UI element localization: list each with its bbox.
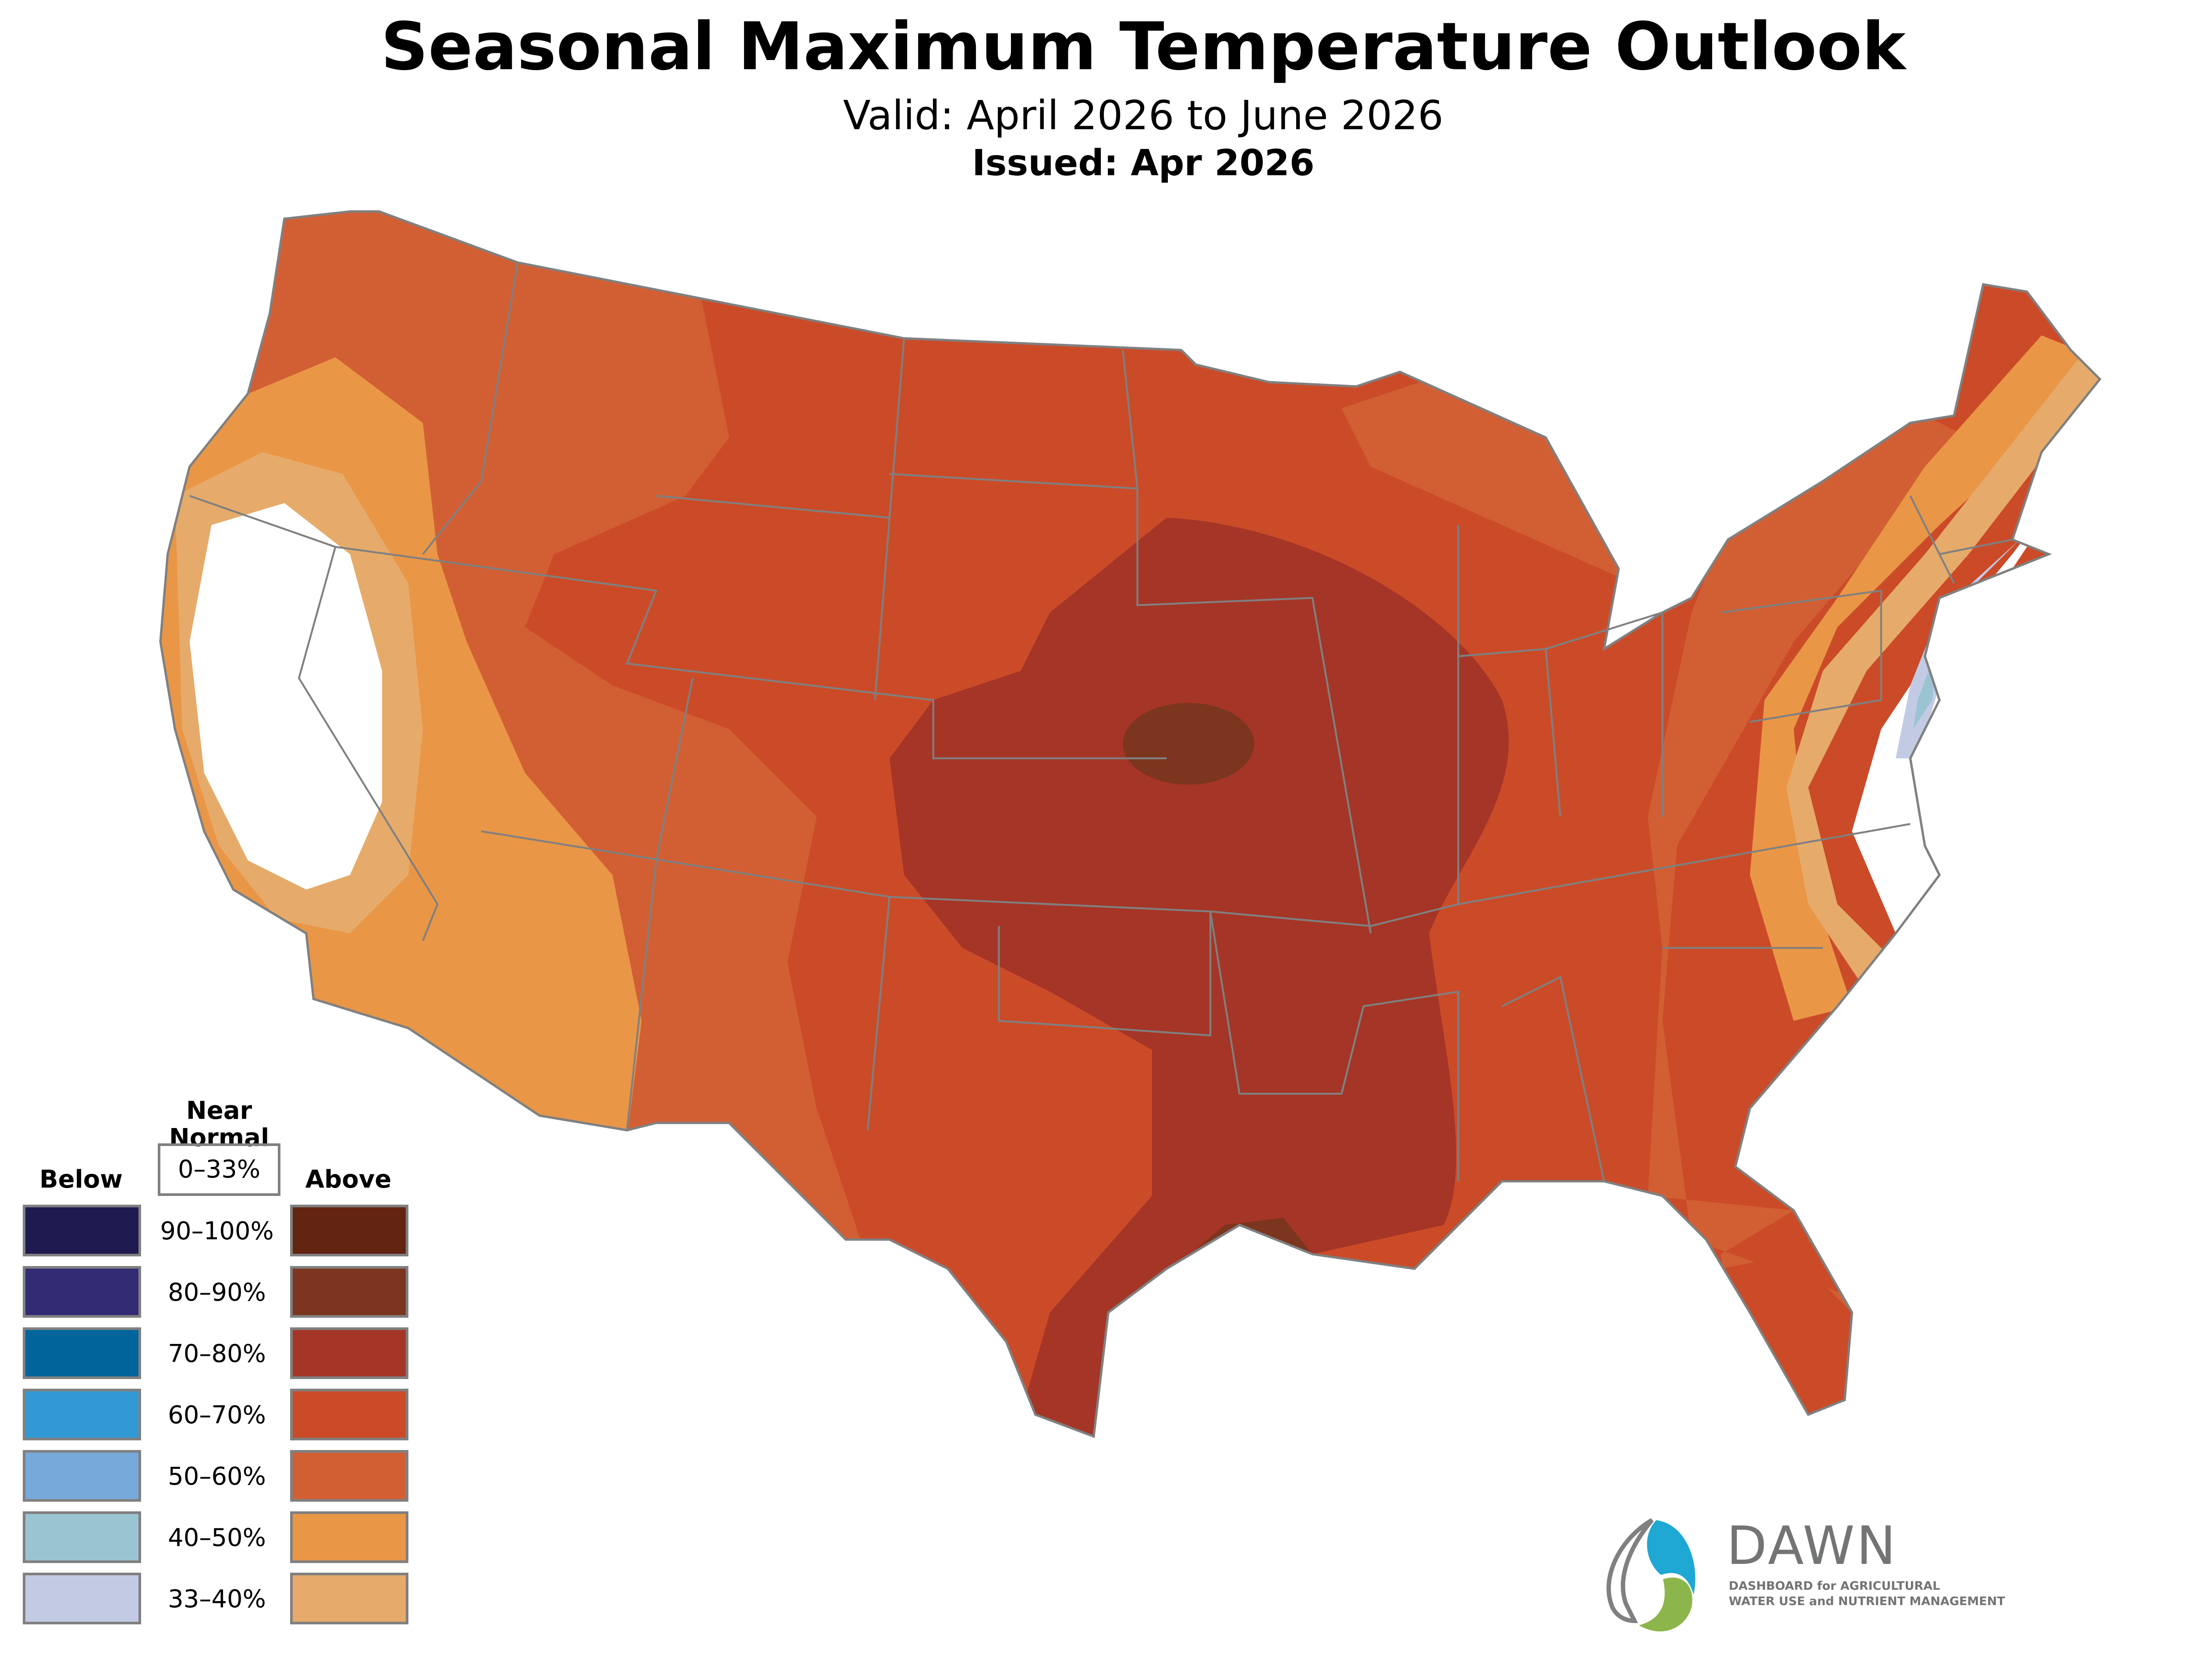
legend-swatch-below [23, 1573, 141, 1624]
legend-swatch-above [290, 1266, 408, 1318]
legend-normal-label: Normal [169, 1124, 269, 1152]
dawn-logo-name: DAWN [1727, 1516, 1898, 1577]
state-borders [189, 262, 2013, 1181]
band-above-40-50-east [1750, 335, 2100, 1021]
legend-swatch-above [290, 1450, 408, 1502]
legend-swatch-below [23, 1327, 141, 1379]
band-above-80-90-plains [1123, 703, 1254, 785]
legend-range-label: 70–80% [168, 1340, 266, 1368]
legend-swatch-below [23, 1511, 141, 1563]
dawn-logo-line2: WATER USE and NUTRIENT MANAGEMENT [1729, 1595, 2005, 1608]
issued-date: Issued: Apr 2026 [972, 142, 1315, 184]
near-normal-west [189, 503, 382, 890]
legend-range-label: 90–100% [160, 1217, 274, 1245]
legend-swatch-above [290, 1511, 408, 1563]
legend-below-heading: Below [39, 1165, 123, 1194]
legend-range-label: 80–90% [168, 1278, 266, 1307]
valid-period: Valid: April 2026 to June 2026 [843, 92, 1444, 139]
band-above-33-40-east [1786, 350, 2100, 992]
band-above-70-80 [889, 517, 1509, 1437]
band-above-50-60-east [1648, 408, 1969, 1437]
legend-swatch-below [23, 1389, 141, 1440]
legend-range-label: 50–60% [168, 1462, 266, 1491]
legend-swatch-below [23, 1266, 141, 1318]
legend-range-label: 33–40% [168, 1585, 266, 1613]
legend-near-label: Near [186, 1096, 252, 1125]
dawn-logo-line1: DASHBOARD for AGRICULTURAL [1729, 1579, 1940, 1593]
legend-swatch-above [290, 1327, 408, 1379]
map-title: Seasonal Maximum Temperature Outlook [381, 9, 1906, 85]
legend-swatch-above [290, 1205, 408, 1256]
dawn-logo: DAWN DASHBOARD for AGRICULTURAL WATER US… [1586, 1489, 2068, 1647]
legend-swatch-below [23, 1205, 141, 1256]
band-above-50-60-north [1341, 364, 1634, 584]
band-above-60-70-florida [1720, 1254, 1852, 1415]
legend-range-label: 60–70% [168, 1401, 266, 1429]
legend-swatch-below [23, 1450, 141, 1502]
band-above-60-70-maine [1968, 277, 2035, 365]
legend-near-normal-heading: Near Normal [145, 1097, 294, 1152]
legend-above-heading: Above [305, 1165, 392, 1194]
legend-near-normal-swatch: 0–33% [158, 1143, 280, 1196]
legend-range-label: 40–50% [168, 1524, 266, 1552]
dawn-logo-icon [1606, 1518, 1695, 1632]
legend-swatch-above [290, 1389, 408, 1440]
legend-swatch-above [290, 1573, 408, 1624]
